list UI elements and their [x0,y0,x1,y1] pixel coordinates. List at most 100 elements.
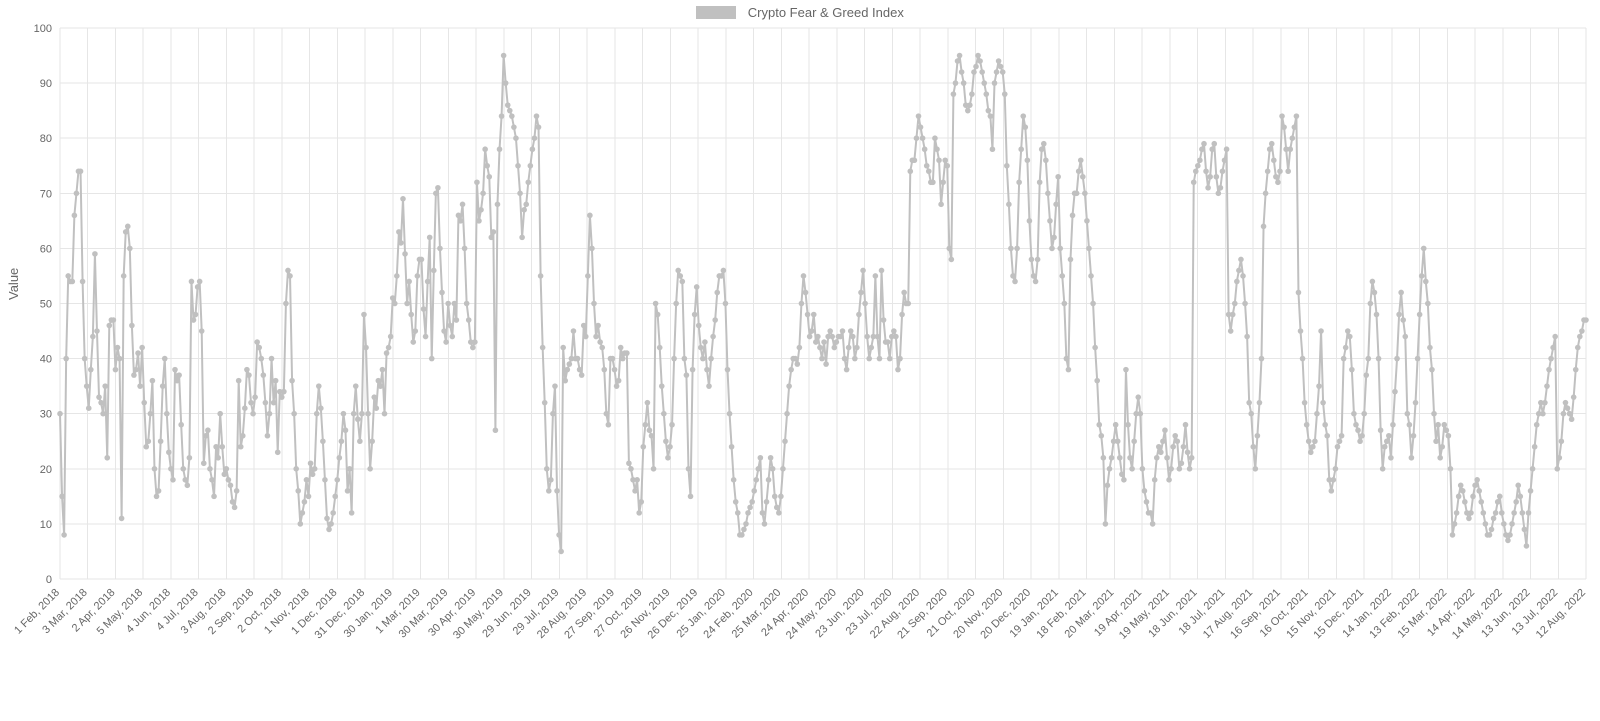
data-point [743,521,749,527]
data-point [1353,422,1359,428]
data-point [1481,510,1487,516]
data-point [1388,455,1394,461]
data-point [1355,427,1361,433]
data-point [1466,516,1472,522]
data-point [226,477,232,483]
data-point [355,416,361,422]
data-point [263,400,269,406]
data-point [686,466,692,472]
data-point [425,279,431,285]
data-point [1522,527,1528,533]
data-point [842,356,848,362]
data-point [1066,367,1072,373]
data-point [1053,202,1059,208]
data-point [1043,157,1049,163]
data-point [523,202,529,208]
data-point [1183,422,1189,428]
data-point [1218,185,1224,191]
data-point [959,69,965,75]
data-point [834,339,840,345]
data-point [1008,246,1014,252]
data-point [634,477,640,483]
data-point [347,466,353,472]
data-point [316,383,322,389]
data-point [499,113,505,119]
data-point [973,64,979,70]
data-point [230,499,236,505]
data-point [353,383,359,389]
data-point [1524,543,1530,549]
data-point [661,411,667,417]
data-point [1094,378,1100,384]
data-point [1156,444,1162,450]
data-point [211,494,217,500]
data-point [322,477,328,483]
data-point [269,356,275,362]
data-point [1554,466,1560,472]
data-point [784,411,790,417]
data-point [437,246,443,252]
data-point [156,488,162,494]
data-point [141,400,147,406]
data-point [232,505,238,511]
y-tick-label: 100 [34,23,52,35]
data-point [1365,356,1371,362]
data-point [1010,273,1016,279]
data-point [827,328,833,334]
data-point [1205,185,1211,191]
data-point [429,356,435,362]
data-point [838,334,844,340]
chart-legend: Crypto Fear & Greed Index [0,4,1600,20]
data-point [947,246,953,252]
data-point [1423,279,1429,285]
legend-swatch [696,6,736,19]
data-point [505,102,511,108]
data-point [205,427,211,433]
data-point [1271,157,1277,163]
data-point [185,483,191,489]
data-point [628,466,634,472]
data-point [1431,411,1437,417]
data-point [823,361,829,367]
data-point [1382,444,1388,450]
data-point [653,301,659,307]
data-point [1302,400,1308,406]
data-point [111,317,117,323]
data-point [1526,510,1532,516]
data-point [606,422,612,428]
data-point [168,466,174,472]
data-point [1435,422,1441,428]
data-point [1086,246,1092,252]
data-point [901,290,907,296]
data-point [162,356,168,362]
data-point [990,146,996,152]
data-point [1561,411,1567,417]
data-point [786,383,792,389]
data-point [1125,422,1131,428]
data-point [1542,400,1548,406]
data-point [612,367,618,373]
data-point [334,477,340,483]
data-point [932,135,938,141]
data-point [283,301,289,307]
data-point [618,345,624,351]
data-point [1347,334,1353,340]
data-point [1088,273,1094,279]
data-point [560,345,566,351]
data-point [751,488,757,494]
data-point [256,345,262,351]
data-point [462,246,468,252]
data-point [189,279,195,285]
data-point [640,444,646,450]
data-point [936,157,942,163]
data-point [647,427,653,433]
data-point [772,494,778,500]
data-point [445,301,451,307]
data-point [1107,466,1113,472]
data-point [1232,301,1238,307]
data-point [1127,455,1133,461]
data-point [975,53,981,59]
data-point [766,477,772,483]
data-point [1078,157,1084,163]
data-point [577,367,583,373]
